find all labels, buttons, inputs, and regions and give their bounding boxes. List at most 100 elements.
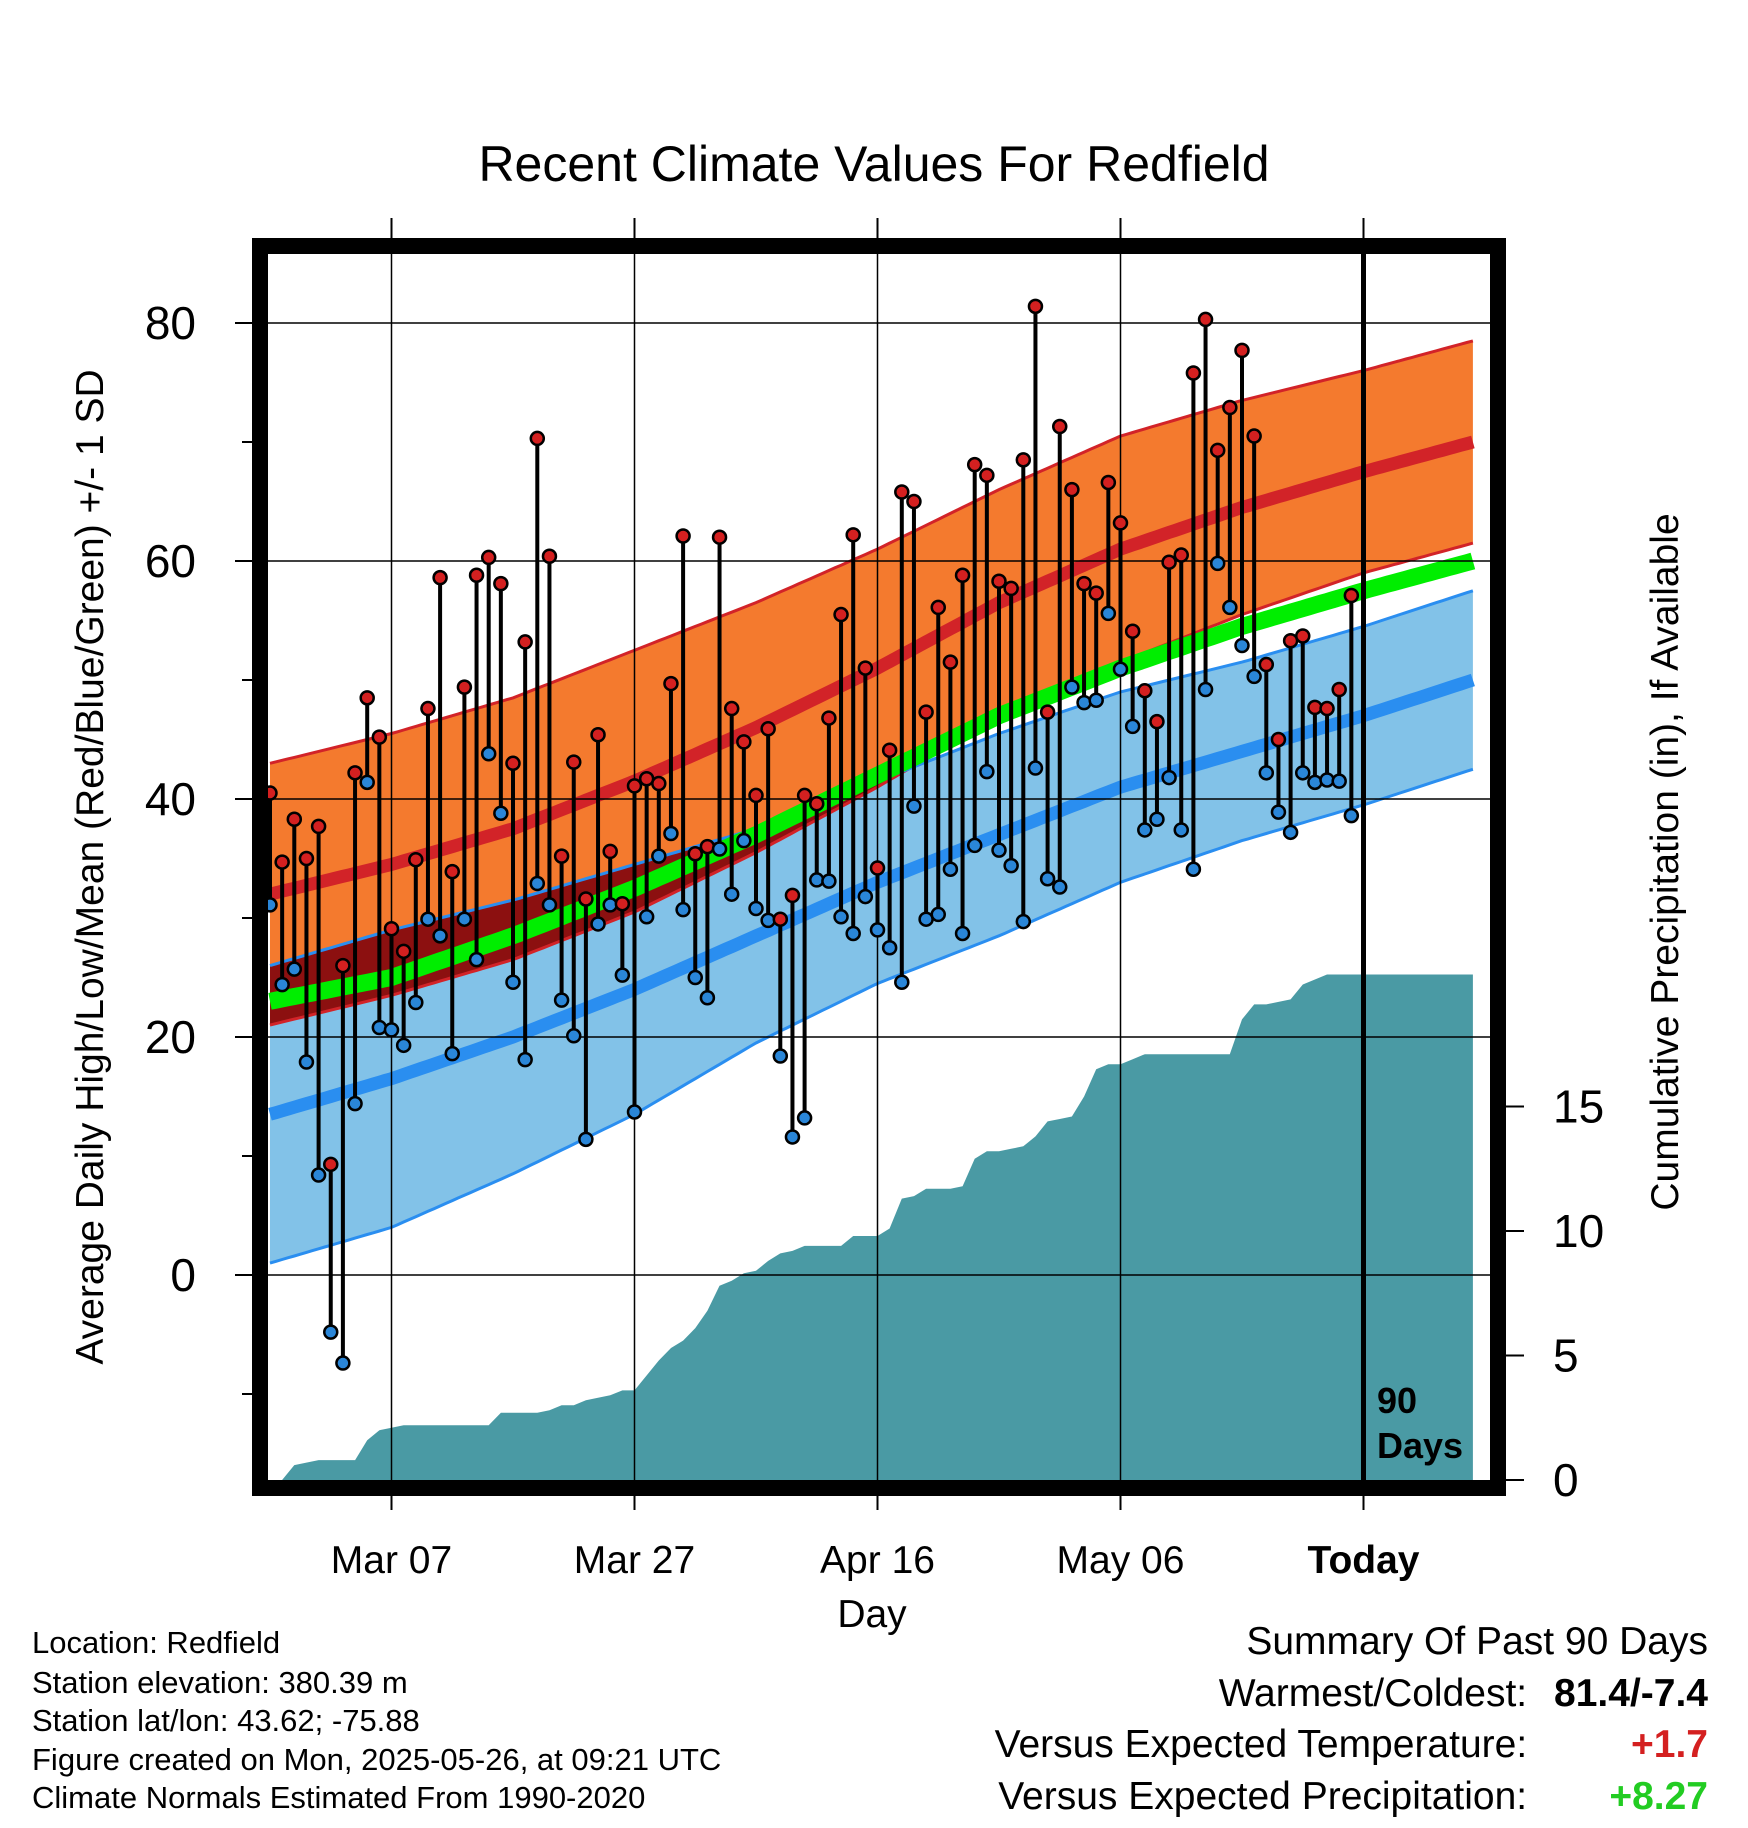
daily-low-point (1222, 599, 1238, 616)
daily-high-point (930, 599, 946, 616)
y2-tick-label: 0 (1553, 1454, 1579, 1506)
daily-low-point (310, 1167, 327, 1183)
daily-high-point (541, 548, 558, 564)
daily-high-point (1258, 656, 1275, 673)
info-location: Location: Redfield (32, 1625, 281, 1660)
daily-high-point (480, 549, 497, 566)
daily-low-point (371, 1019, 388, 1036)
summary-precip-value: +8.27 (1609, 1775, 1708, 1818)
daily-high-point (517, 634, 533, 650)
daily-low-point (906, 798, 922, 814)
daily-high-point (347, 765, 363, 781)
daily-low-point (505, 974, 521, 991)
daily-low-point (590, 916, 606, 932)
daily-low-point (1185, 861, 1202, 877)
daily-low-point (1137, 822, 1153, 838)
today-marker-label-1: 90 (1377, 1380, 1417, 1421)
y-tick-label: 0 (170, 1249, 196, 1301)
daily-high-point (614, 895, 631, 912)
daily-low-point (881, 940, 898, 956)
mean-normal-line (268, 552, 1476, 1010)
daily-low-point (687, 969, 703, 986)
daily-low-point (1258, 765, 1275, 781)
low-sd-lower-edge (269, 767, 1474, 1265)
daily-low-point (408, 994, 424, 1011)
daily-high-point (1295, 628, 1311, 644)
y2-tick-label: 10 (1553, 1205, 1604, 1257)
daily-high-point (1027, 298, 1044, 315)
summary-temp-label: Versus Expected Temperature: (994, 1723, 1528, 1766)
daily-low-point (869, 922, 886, 938)
daily-high-point (748, 787, 764, 804)
daily-high-point (456, 679, 473, 695)
daily-high-point (1052, 418, 1068, 435)
daily-low-point (347, 1095, 363, 1112)
daily-high-point (590, 726, 606, 743)
daily-low-point (663, 825, 679, 842)
y-tick-label: 80 (145, 297, 196, 349)
daily-high-point (626, 778, 643, 794)
daily-low-point (1003, 857, 1019, 874)
daily-high-point (1039, 704, 1056, 720)
summary-temp-value: +1.7 (1631, 1723, 1708, 1766)
daily-high-point (760, 721, 776, 737)
daily-low-point (1052, 879, 1068, 895)
daily-low-point (857, 888, 874, 905)
daily-low-point (286, 961, 303, 977)
daily-high-point (881, 742, 898, 758)
daily-high-point (335, 957, 351, 974)
daily-high-point (1064, 481, 1080, 498)
daily-high-point (809, 796, 825, 812)
daily-low-point (335, 1355, 351, 1371)
daily-high-point (1319, 700, 1335, 717)
daily-low-point (444, 1045, 460, 1062)
daily-low-point (493, 805, 509, 822)
summary-warmest-coldest: Warmest/Coldest: 81.4/-7.4 (1219, 1674, 1708, 1713)
daily-low-point (1076, 694, 1092, 711)
daily-high-point (505, 755, 521, 772)
daily-low-point (468, 951, 485, 968)
daily-low-point (845, 925, 861, 942)
plot-frame (252, 238, 1506, 1496)
daily-high-point (1015, 452, 1032, 468)
summary-warmest-coldest-label: Warmest/Coldest: (1218, 1672, 1528, 1715)
daily-high-point (420, 700, 436, 717)
y2-tick-label: 15 (1553, 1081, 1604, 1133)
daily-high-point (268, 785, 278, 801)
daily-low-point (298, 1054, 315, 1070)
daily-high-point (991, 573, 1007, 589)
daily-high-point (1112, 515, 1129, 531)
daily-high-point (1331, 681, 1347, 698)
y-tick-label: 20 (145, 1011, 196, 1063)
daily-high-point (408, 851, 424, 868)
daily-high-point (906, 493, 922, 510)
daily-low-point (723, 886, 740, 902)
y-tick-label: 60 (145, 535, 196, 587)
daily-high-point (954, 567, 971, 584)
daily-low-point (638, 909, 655, 925)
daily-high-point (1100, 474, 1117, 491)
daily-low-point (359, 774, 375, 791)
daily-low-point (954, 925, 971, 942)
daily-low-point (748, 900, 764, 917)
daily-low-point (821, 873, 837, 889)
daily-high-point (1124, 623, 1141, 639)
daily-high-point (286, 811, 303, 827)
chart-title: Recent Climate Values For Redfield (478, 136, 1270, 192)
daily-high-point (371, 729, 388, 745)
daily-high-point (468, 567, 485, 584)
high-sd-band (270, 340, 1473, 1026)
daily-low-point (991, 842, 1007, 858)
daily-high-point (845, 527, 861, 543)
daily-high-point (298, 850, 315, 867)
daily-high-point (663, 675, 679, 692)
daily-high-point (1161, 554, 1177, 570)
daily-low-point (1112, 661, 1129, 678)
daily-high-point (1149, 713, 1165, 730)
daily-low-point (1343, 807, 1360, 824)
daily-low-point (614, 967, 631, 983)
daily-high-point (493, 575, 509, 592)
daily-high-point (310, 818, 327, 835)
daily-high-point (1173, 547, 1189, 563)
summary-heading: Summary Of Past 90 Days (1246, 1620, 1708, 1663)
